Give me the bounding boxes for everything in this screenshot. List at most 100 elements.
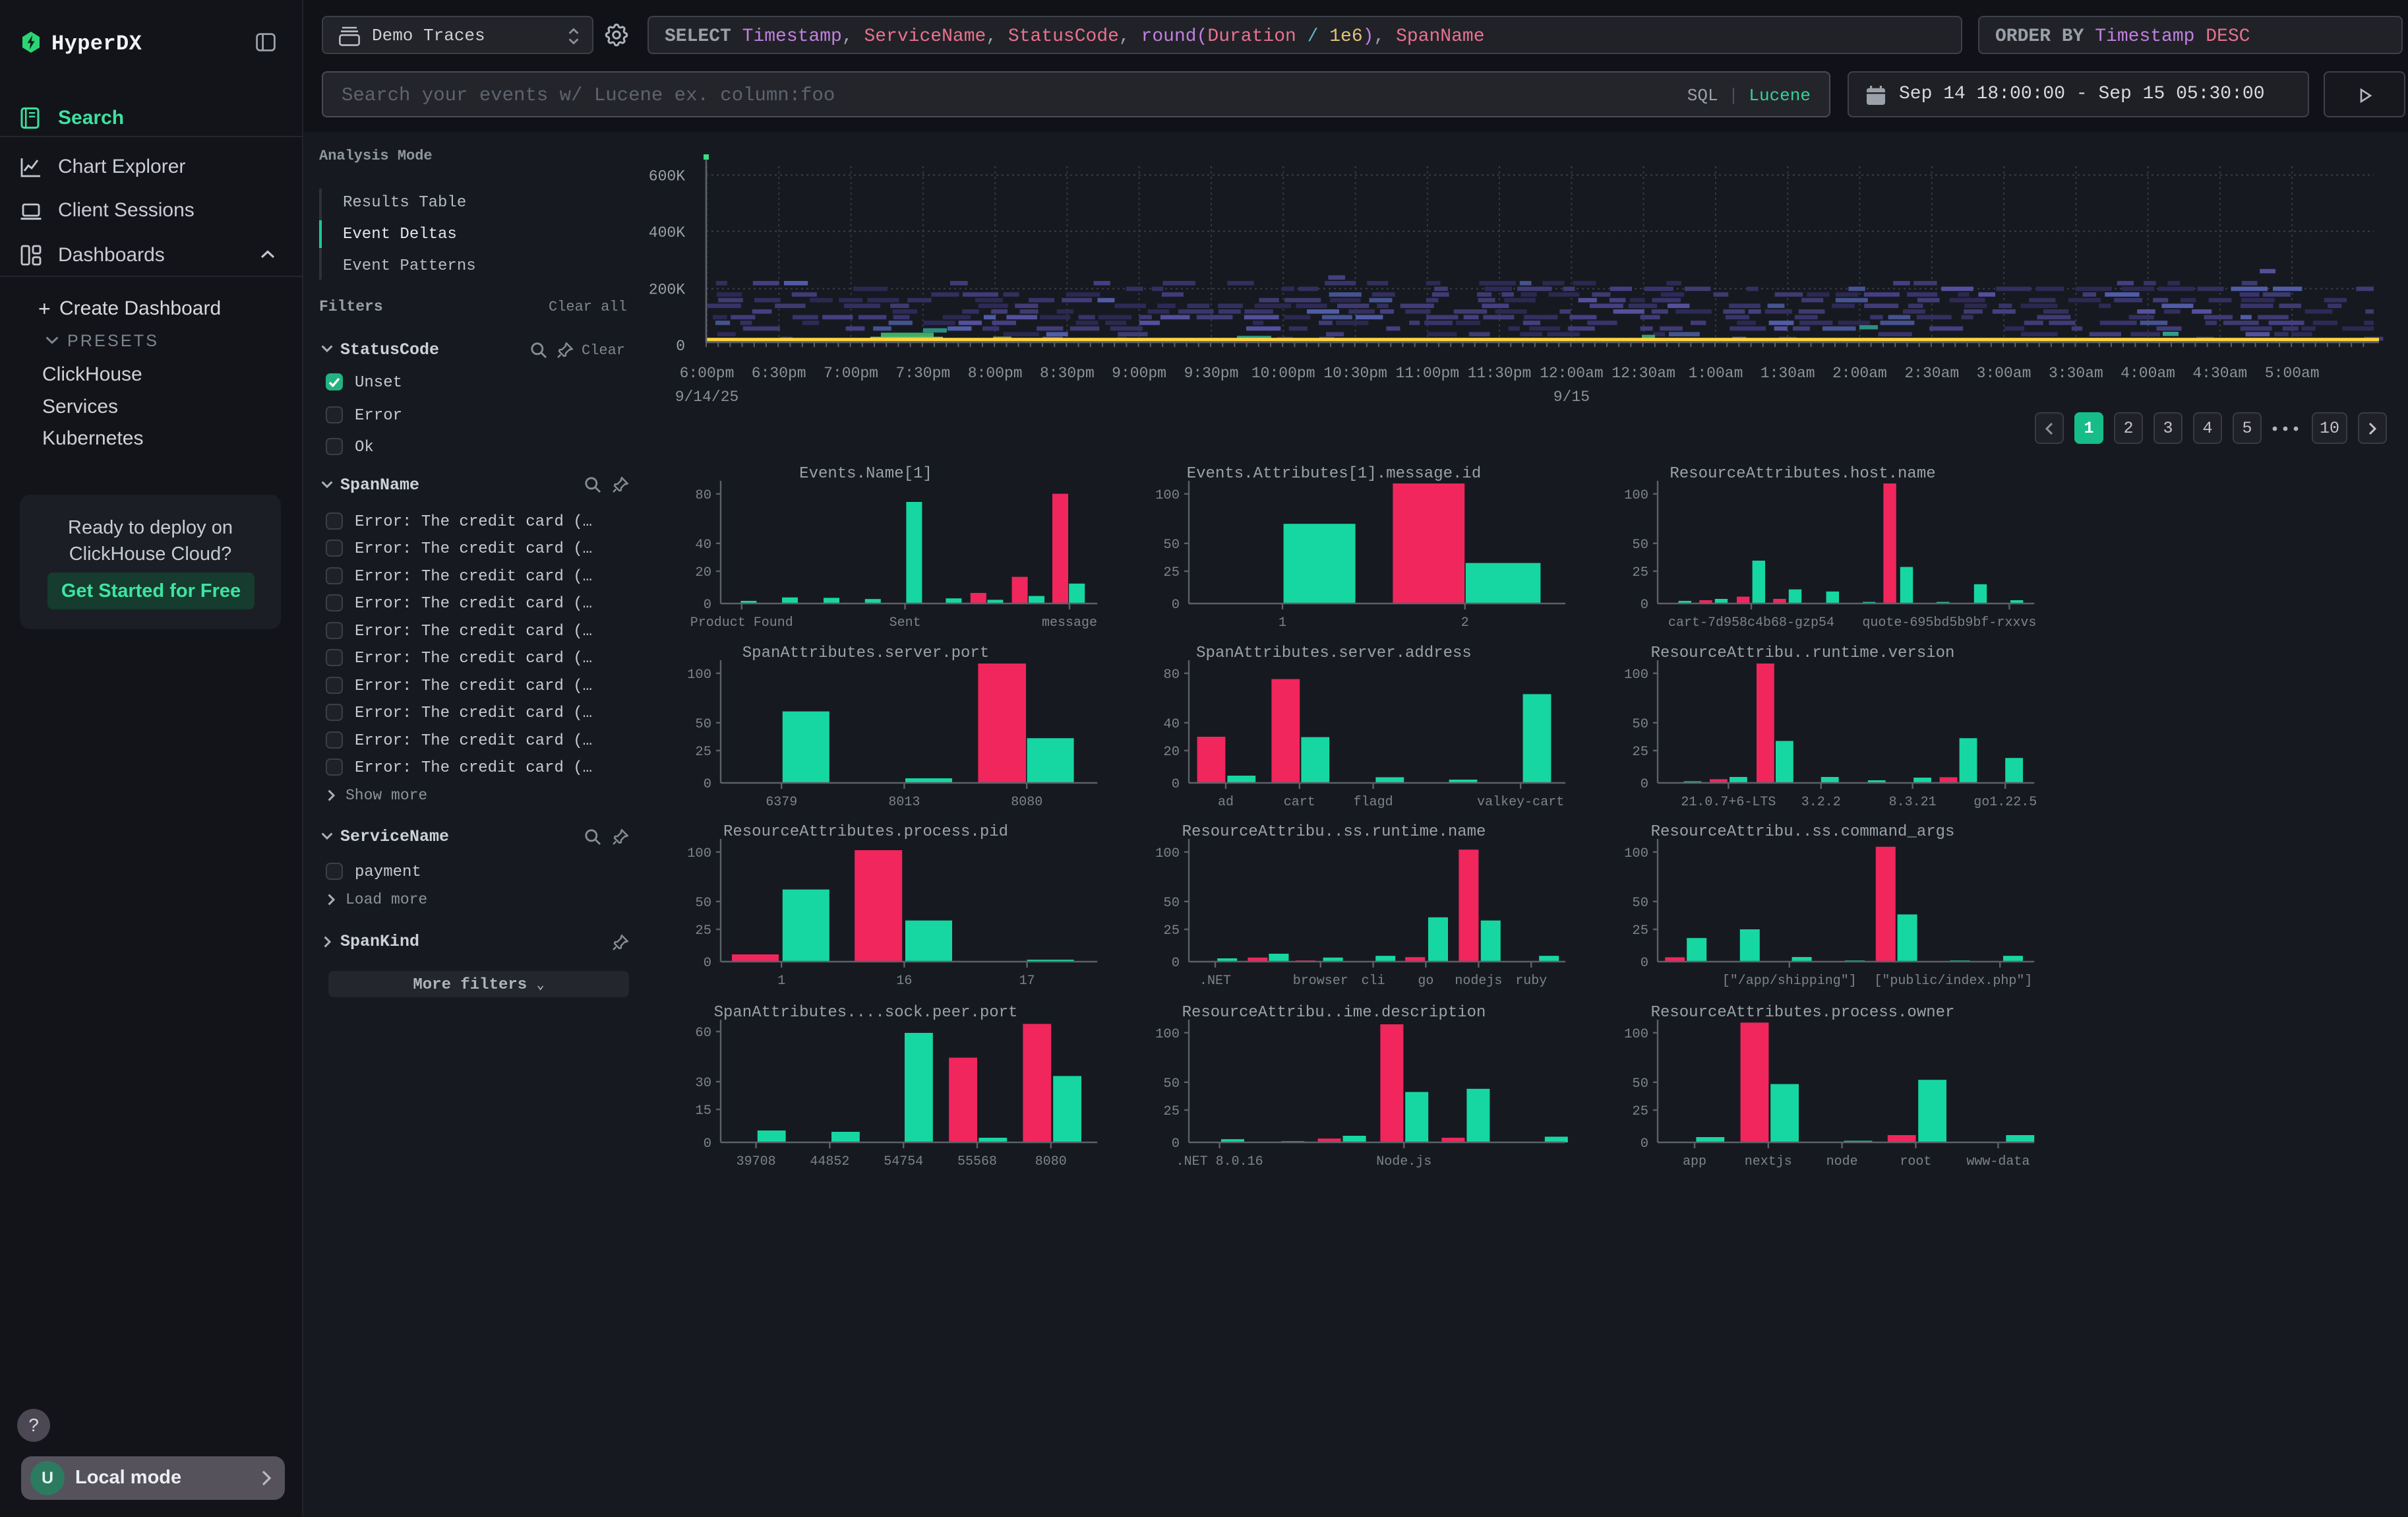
svg-text:Sent: Sent — [889, 615, 921, 631]
svg-text:400K: 400K — [649, 224, 685, 241]
svg-text:25: 25 — [1163, 923, 1180, 939]
svg-text:15: 15 — [695, 1103, 711, 1119]
svg-text:100: 100 — [1155, 488, 1180, 503]
svg-text:.NET: .NET — [1199, 974, 1231, 989]
svg-text:["public/index.php"]: ["public/index.php"] — [1874, 974, 2032, 989]
svg-text:40: 40 — [1163, 716, 1180, 731]
svg-text:SpanAttributes.server.port: SpanAttributes.server.port — [742, 644, 989, 662]
svg-text:cart-7d958c4b68-gzp54: cart-7d958c4b68-gzp54 — [1668, 615, 1834, 631]
svg-text:0: 0 — [1640, 956, 1648, 971]
svg-text:10:30pm: 10:30pm — [1323, 365, 1387, 382]
svg-text:200K: 200K — [649, 282, 685, 299]
svg-text:39708: 39708 — [737, 1154, 776, 1169]
svg-text:app: app — [1683, 1154, 1706, 1169]
svg-text:25: 25 — [1632, 1104, 1648, 1119]
svg-text:0: 0 — [1171, 1136, 1179, 1152]
svg-text:7:30pm: 7:30pm — [895, 365, 950, 382]
svg-text:["/app/shipping"]: ["/app/shipping"] — [1722, 974, 1856, 989]
svg-text:nextjs: nextjs — [1744, 1154, 1791, 1169]
svg-text:54754: 54754 — [884, 1154, 923, 1169]
svg-text:1:30am: 1:30am — [1761, 365, 1815, 382]
svg-text:100: 100 — [1155, 846, 1180, 861]
svg-text:ResourceAttribu..ss.command_ar: ResourceAttribu..ss.command_args — [1650, 823, 1954, 841]
svg-text:1:00am: 1:00am — [1689, 365, 1743, 382]
svg-text:Events.Name[1]: Events.Name[1] — [799, 465, 932, 483]
svg-text:nodejs: nodejs — [1455, 974, 1502, 989]
svg-text:SpanAttributes.server.address: SpanAttributes.server.address — [1196, 644, 1472, 662]
svg-text:50: 50 — [1163, 1076, 1180, 1092]
svg-text:25: 25 — [1163, 1104, 1180, 1119]
svg-text:6:00pm: 6:00pm — [680, 365, 735, 382]
svg-text:12:00am: 12:00am — [1540, 365, 1604, 382]
svg-text:30: 30 — [695, 1076, 711, 1091]
svg-text:8080: 8080 — [1011, 795, 1042, 810]
svg-text:50: 50 — [695, 716, 711, 731]
svg-text:0: 0 — [1171, 598, 1179, 613]
svg-text:8080: 8080 — [1035, 1154, 1067, 1169]
svg-text:11:00pm: 11:00pm — [1395, 365, 1459, 382]
svg-text:0: 0 — [676, 338, 685, 355]
svg-text:0: 0 — [704, 1136, 711, 1152]
svg-text:quote-695bd5b9bf-rxxvs: quote-695bd5b9bf-rxxvs — [1862, 615, 2036, 631]
svg-text:node: node — [1826, 1154, 1857, 1169]
svg-text:0: 0 — [1171, 777, 1179, 792]
svg-text:root: root — [1900, 1154, 1931, 1169]
svg-text:100: 100 — [687, 667, 711, 682]
svg-text:go1.22.5: go1.22.5 — [1973, 795, 2037, 810]
svg-text:8:00pm: 8:00pm — [968, 365, 1023, 382]
svg-text:20: 20 — [695, 565, 711, 580]
svg-text:2:00am: 2:00am — [1832, 365, 1887, 382]
svg-text:.NET 8.0.16: .NET 8.0.16 — [1176, 1154, 1263, 1169]
svg-text:50: 50 — [1632, 538, 1648, 553]
svg-text:50: 50 — [1632, 716, 1648, 731]
svg-text:25: 25 — [1632, 745, 1648, 760]
svg-text:11:30pm: 11:30pm — [1468, 365, 1532, 382]
svg-text:600K: 600K — [649, 168, 685, 185]
svg-text:50: 50 — [1163, 538, 1180, 553]
svg-text:12:30am: 12:30am — [1611, 365, 1675, 382]
svg-text:ResourceAttributes.process.own: ResourceAttributes.process.owner — [1650, 1004, 1954, 1022]
svg-text:80: 80 — [1163, 667, 1180, 682]
svg-text:1: 1 — [777, 974, 785, 989]
svg-text:flagd: flagd — [1353, 795, 1393, 810]
svg-text:50: 50 — [1632, 896, 1648, 911]
svg-text:cart: cart — [1283, 795, 1315, 810]
svg-text:20: 20 — [1163, 745, 1180, 760]
svg-text:ResourceAttribu..ss.runtime.na: ResourceAttribu..ss.runtime.name — [1182, 823, 1486, 841]
svg-text:25: 25 — [1163, 565, 1180, 580]
svg-text:100: 100 — [1624, 488, 1648, 503]
svg-text:100: 100 — [1624, 846, 1648, 861]
svg-text:3:00am: 3:00am — [1977, 365, 2032, 382]
svg-text:0: 0 — [704, 777, 711, 792]
svg-text:50: 50 — [1632, 1076, 1648, 1092]
svg-text:2: 2 — [1460, 615, 1468, 631]
svg-text:browser: browser — [1292, 974, 1348, 989]
svg-text:Node.js: Node.js — [1376, 1154, 1431, 1169]
svg-text:50: 50 — [695, 896, 711, 911]
svg-text:9/14/25: 9/14/25 — [675, 388, 739, 406]
svg-text:message: message — [1042, 615, 1097, 631]
svg-text:0: 0 — [1640, 1136, 1648, 1152]
svg-text:ResourceAttributes.host.name: ResourceAttributes.host.name — [1670, 465, 1935, 483]
svg-text:0: 0 — [1171, 956, 1179, 971]
svg-text:40: 40 — [695, 538, 711, 553]
svg-text:55568: 55568 — [957, 1154, 997, 1169]
svg-text:Events.Attributes[1].message.i: Events.Attributes[1].message.id — [1186, 465, 1480, 483]
svg-text:9/15: 9/15 — [1553, 388, 1590, 406]
svg-text:3.2.2: 3.2.2 — [1801, 795, 1840, 810]
svg-text:17: 17 — [1019, 974, 1035, 989]
svg-text:4:30am: 4:30am — [2192, 365, 2247, 382]
svg-text:9:30pm: 9:30pm — [1184, 365, 1239, 382]
svg-text:0: 0 — [1640, 598, 1648, 613]
svg-text:100: 100 — [1624, 667, 1648, 682]
svg-text:100: 100 — [687, 846, 711, 861]
svg-text:4:00am: 4:00am — [2121, 365, 2175, 382]
svg-text:44852: 44852 — [810, 1154, 849, 1169]
svg-text:SpanAttributes....sock.peer.po: SpanAttributes....sock.peer.port — [714, 1004, 1018, 1022]
svg-text:8.3.21: 8.3.21 — [1888, 795, 1936, 810]
svg-text:7:00pm: 7:00pm — [824, 365, 878, 382]
svg-text:ResourceAttribu..ime.descripti: ResourceAttribu..ime.description — [1182, 1004, 1486, 1022]
svg-text:0: 0 — [704, 598, 711, 613]
svg-text:25: 25 — [695, 745, 711, 760]
svg-text:go: go — [1418, 974, 1433, 989]
